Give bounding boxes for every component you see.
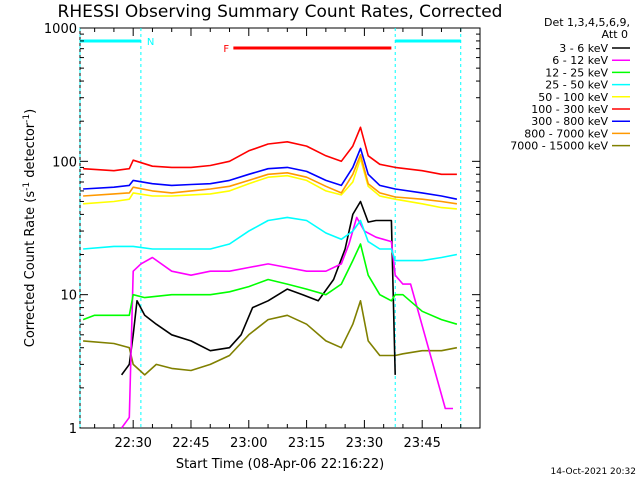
legend-label: 50 - 100 keV (538, 91, 608, 104)
y-tick-label: 1000 (44, 22, 77, 37)
y-axis-label: Corrected Count Rate (s-1 detector-1) (22, 109, 38, 347)
series-line (120, 200, 396, 376)
legend-label: 12 - 25 keV (545, 66, 608, 79)
series-line (120, 216, 453, 429)
series-layer (82, 126, 458, 429)
legend-label: 100 - 300 keV (531, 103, 608, 116)
y-tick-label: 1 (69, 422, 77, 437)
legend-label: 3 - 6 keV (559, 42, 608, 55)
chart-title: RHESSI Observing Summary Count Rates, Co… (58, 2, 503, 22)
night-flag: N (147, 37, 154, 48)
series-line (83, 126, 457, 176)
series-line (83, 216, 458, 262)
flare-flag: F (223, 44, 229, 55)
y-axis: 1 10 100 1000 (44, 22, 480, 437)
legend-attenuator: Att 0 (602, 28, 628, 41)
series-line (83, 147, 458, 200)
series-line (83, 154, 458, 205)
x-tick-label: 23:45 (403, 436, 440, 451)
x-tick-label: 23:15 (288, 436, 325, 451)
x-tick-label: 22:30 (114, 436, 151, 451)
x-axis: 22:30 22:45 23:00 23:15 23:30 23:45 (94, 28, 481, 451)
y-tick-label: 100 (52, 155, 77, 170)
legend-label: 300 - 800 keV (531, 115, 608, 128)
observing-flags: NF (79, 28, 462, 428)
y-tick-label: 10 (60, 289, 77, 304)
x-axis-label: Start Time (08-Apr-06 22:16:22) (176, 457, 384, 472)
legend-label: 800 - 7000 keV (524, 127, 608, 140)
series-line (83, 157, 457, 210)
x-tick-label: 23:30 (346, 436, 383, 451)
legend-detectors: Det 1,3,4,5,6,9, (544, 16, 630, 29)
legend-label: 25 - 50 keV (545, 79, 608, 92)
series-line (82, 243, 458, 325)
legend-label: 6 - 12 keV (552, 54, 608, 67)
footer-date: 14-Oct-2021 20:32 (551, 467, 636, 477)
legend-label: 7000 - 15000 keV (510, 140, 608, 153)
x-tick-label: 23:00 (230, 436, 267, 451)
x-tick-label: 22:45 (172, 436, 209, 451)
